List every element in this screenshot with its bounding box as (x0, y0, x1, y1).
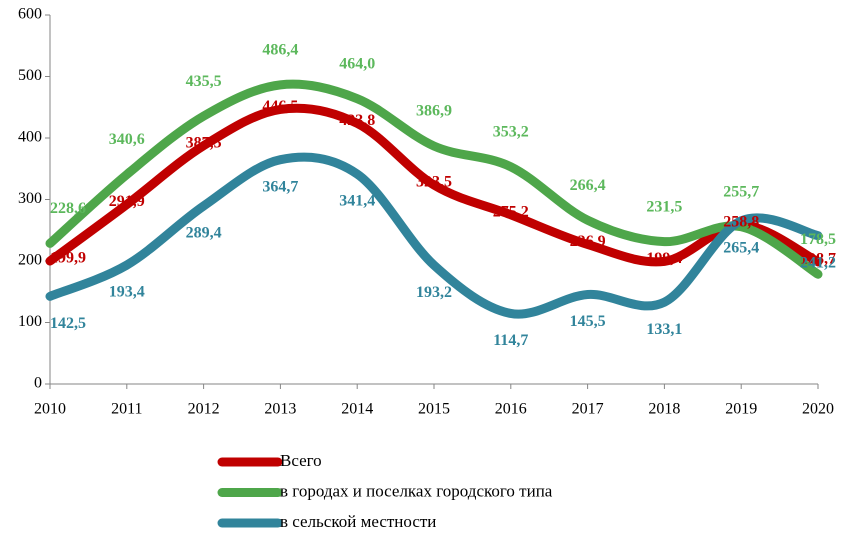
series-line (45, 152, 823, 319)
y-tick-label: 200 (18, 252, 42, 269)
data-label: 387,5 (186, 134, 222, 151)
x-tick-label: 2013 (264, 401, 296, 418)
data-label: 265,4 (723, 239, 759, 256)
legend-label: в сельской местности (280, 512, 436, 531)
x-tick-label: 2018 (648, 401, 680, 418)
series-line (45, 103, 823, 267)
y-tick-label: 0 (34, 375, 42, 392)
data-label: 386,9 (416, 103, 452, 120)
data-label: 446,5 (262, 98, 298, 115)
data-label: 291,9 (109, 193, 145, 210)
y-tick-label: 300 (18, 190, 42, 207)
data-label: 198,7 (800, 250, 836, 267)
data-label: 255,7 (723, 183, 759, 200)
data-label: 178,5 (800, 231, 836, 248)
data-label: 193,2 (416, 284, 452, 301)
y-tick-label: 400 (18, 129, 42, 146)
y-tick-label: 600 (18, 6, 42, 23)
data-label: 464,0 (339, 55, 375, 72)
x-tick-label: 2016 (495, 401, 527, 418)
data-label: 435,5 (186, 73, 222, 90)
data-label: 258,8 (723, 214, 759, 231)
x-tick-label: 2014 (341, 401, 373, 418)
data-label: 275,2 (493, 203, 529, 220)
data-label: 341,4 (339, 193, 375, 210)
x-tick-label: 2012 (188, 401, 220, 418)
y-tick-label: 100 (18, 313, 42, 330)
data-label: 486,4 (262, 42, 298, 59)
legend-label: в городах и поселках городского типа (280, 481, 553, 500)
data-label: 142,5 (50, 315, 86, 332)
series-line (45, 79, 823, 279)
data-label: 241,2 (800, 254, 836, 271)
data-label: 114,7 (493, 332, 528, 349)
data-label: 199,9 (50, 250, 86, 267)
x-tick-label: 2015 (418, 401, 450, 418)
data-label: 133,1 (646, 321, 682, 338)
data-label: 199,4 (646, 250, 682, 267)
data-label: 266,4 (570, 177, 606, 194)
y-tick-label: 500 (18, 67, 42, 84)
data-label: 353,2 (493, 123, 529, 140)
data-label: 323,5 (416, 174, 452, 191)
x-tick-label: 2017 (572, 401, 604, 418)
data-label: 231,5 (646, 198, 682, 215)
data-label: 423,8 (339, 112, 375, 129)
data-label: 226,9 (570, 233, 606, 250)
data-label: 228,6 (50, 200, 86, 217)
x-tick-label: 2020 (802, 401, 834, 418)
data-label: 145,5 (570, 313, 606, 330)
data-label: 364,7 (262, 178, 298, 195)
data-label: 193,4 (109, 284, 145, 301)
data-label: 340,6 (109, 131, 145, 148)
data-label: 289,4 (186, 225, 222, 242)
x-tick-label: 2011 (111, 401, 142, 418)
legend-label: Всего (280, 451, 322, 470)
x-tick-label: 2010 (34, 401, 66, 418)
x-tick-label: 2019 (725, 401, 757, 418)
